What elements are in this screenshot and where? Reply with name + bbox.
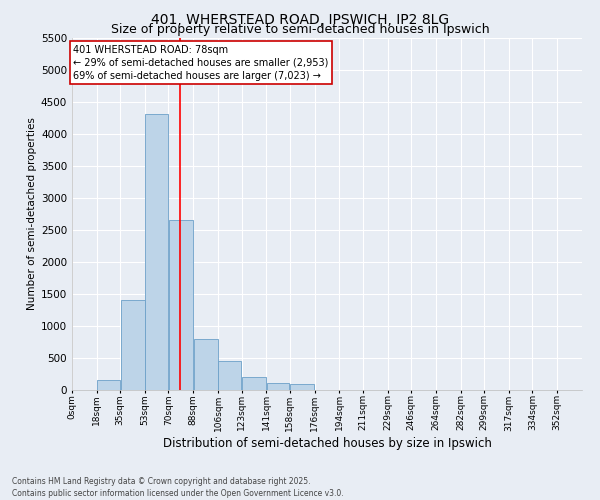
X-axis label: Distribution of semi-detached houses by size in Ipswich: Distribution of semi-detached houses by … [163,438,491,450]
Bar [194,338,218,390]
Bar [121,300,145,390]
Bar [97,380,120,390]
Bar [290,384,314,390]
Bar [242,377,266,390]
Text: 401 WHERSTEAD ROAD: 78sqm
← 29% of semi-detached houses are smaller (2,953)
69% : 401 WHERSTEAD ROAD: 78sqm ← 29% of semi-… [73,44,328,81]
Bar [145,114,168,390]
Bar [267,383,289,390]
Text: 401, WHERSTEAD ROAD, IPSWICH, IP2 8LG: 401, WHERSTEAD ROAD, IPSWICH, IP2 8LG [151,12,449,26]
Bar [169,220,193,390]
Text: Contains HM Land Registry data © Crown copyright and database right 2025.
Contai: Contains HM Land Registry data © Crown c… [12,476,344,498]
Bar [218,361,241,390]
Y-axis label: Number of semi-detached properties: Number of semi-detached properties [27,118,37,310]
Text: Size of property relative to semi-detached houses in Ipswich: Size of property relative to semi-detach… [110,22,490,36]
